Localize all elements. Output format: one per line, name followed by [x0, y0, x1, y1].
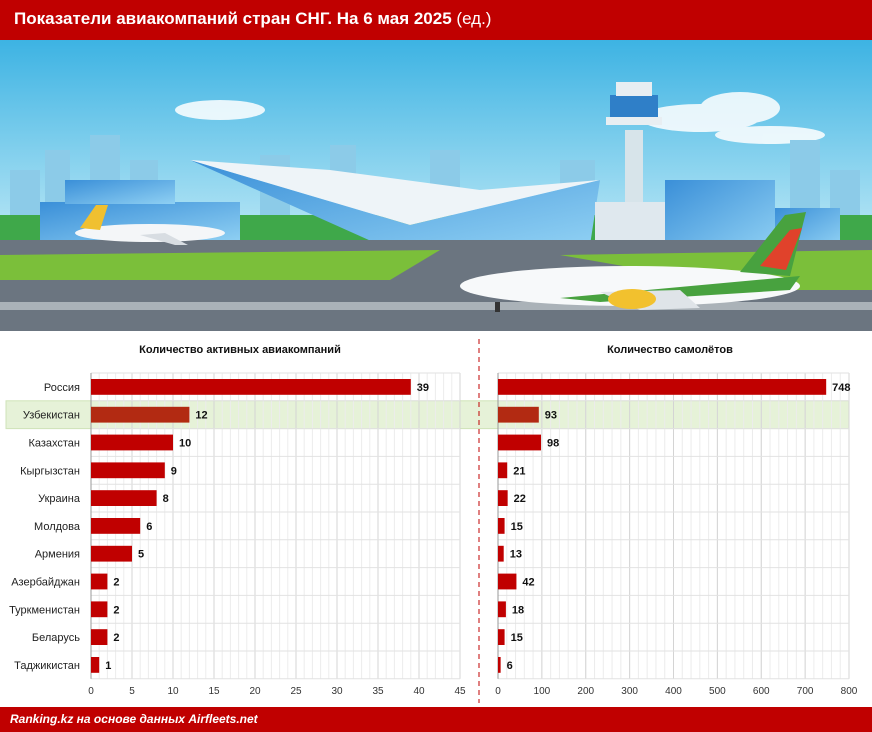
source-note: Ranking.kz на основе данных Airfleets.ne… [10, 712, 258, 726]
tick-label-airlines: 10 [167, 686, 179, 697]
category-label: Туркменистан [9, 604, 80, 616]
bar-airlines [91, 518, 141, 534]
value-label-airlines: 6 [146, 521, 152, 533]
bar-aircraft [498, 573, 517, 590]
title-text: Показатели авиакомпаний стран СНГ. На 6 … [14, 9, 452, 28]
panel-title-aircraft: Количество самолётов [607, 344, 733, 356]
tick-label-airlines: 0 [88, 686, 94, 697]
value-label-airlines: 2 [113, 632, 119, 644]
value-label-aircraft: 22 [514, 493, 526, 505]
bar-aircraft [498, 434, 541, 451]
tick-label-airlines: 30 [331, 686, 343, 697]
tick-label-aircraft: 600 [753, 686, 770, 697]
value-label-aircraft: 42 [522, 577, 534, 589]
bar-aircraft [498, 629, 505, 645]
page-title: Показатели авиакомпаний стран СНГ. На 6 … [14, 9, 491, 29]
bar-aircraft [498, 657, 501, 673]
category-label: Узбекистан [23, 410, 80, 422]
bar-aircraft [498, 601, 506, 618]
tick-label-aircraft: 800 [841, 686, 858, 697]
tick-label-aircraft: 700 [797, 686, 814, 697]
grass-left [0, 250, 440, 280]
value-label-aircraft: 15 [511, 521, 523, 533]
value-label-airlines: 5 [138, 549, 144, 561]
tick-label-aircraft: 500 [709, 686, 726, 697]
category-label: Кыргызстан [20, 465, 80, 477]
bar-airlines [91, 462, 165, 479]
airplane-small [75, 205, 225, 245]
bar-airlines [91, 490, 157, 506]
tick-label-aircraft: 200 [577, 686, 594, 697]
value-label-airlines: 1 [105, 660, 111, 672]
category-label: Молдова [34, 521, 81, 533]
terminal-building [40, 160, 840, 250]
tick-label-airlines: 45 [454, 686, 466, 697]
tick-label-airlines: 5 [129, 686, 135, 697]
category-label: Украина [38, 493, 81, 505]
tick-label-airlines: 15 [208, 686, 220, 697]
title-unit: (ед.) [456, 9, 492, 28]
bar-airlines [91, 545, 132, 562]
category-label: Таджикистан [14, 660, 80, 672]
value-label-aircraft: 18 [512, 604, 524, 616]
value-label-airlines: 10 [179, 438, 191, 450]
value-label-airlines: 9 [171, 465, 177, 477]
value-label-aircraft: 6 [507, 660, 513, 672]
value-label-aircraft: 93 [545, 410, 557, 422]
tick-label-aircraft: 100 [534, 686, 551, 697]
tick-label-aircraft: 400 [665, 686, 682, 697]
bar-airlines [91, 657, 100, 673]
value-label-aircraft: 98 [547, 438, 559, 450]
bar-airlines [91, 434, 173, 451]
header-bar: Показатели авиакомпаний стран СНГ. На 6 … [0, 0, 872, 40]
footer-bar: Ranking.kz на основе данных Airfleets.ne… [0, 707, 872, 732]
value-label-airlines: 39 [417, 382, 429, 394]
value-label-aircraft: 13 [510, 549, 522, 561]
tick-label-airlines: 35 [372, 686, 384, 697]
airport-illustration [0, 40, 872, 331]
airplane-large [460, 212, 806, 312]
tick-label-airlines: 20 [249, 686, 261, 697]
bar-airlines [91, 629, 108, 645]
tick-label-airlines: 40 [413, 686, 425, 697]
bar-airlines [91, 601, 108, 618]
bar-aircraft [498, 490, 508, 506]
tick-label-airlines: 25 [290, 686, 302, 697]
panel-title-airlines: Количество активных авиакомпаний [139, 344, 341, 356]
value-label-airlines: 2 [113, 577, 119, 589]
category-label: Казахстан [28, 438, 80, 450]
value-label-airlines: 8 [163, 493, 169, 505]
bar-aircraft [498, 379, 827, 395]
bar-aircraft [498, 462, 508, 479]
category-label: Армения [35, 549, 80, 561]
bar-airlines [91, 573, 108, 590]
bar-airlines [91, 406, 190, 423]
category-label: Россия [44, 382, 80, 394]
tick-label-aircraft: 300 [621, 686, 638, 697]
bar-airlines [91, 379, 411, 395]
clouds [175, 92, 825, 144]
runway-stripe [0, 302, 872, 310]
value-label-airlines: 2 [113, 604, 119, 616]
tick-label-aircraft: 0 [495, 686, 501, 697]
value-label-aircraft: 21 [513, 465, 525, 477]
value-label-aircraft: 748 [832, 382, 850, 394]
value-label-airlines: 12 [195, 410, 207, 422]
bar-aircraft [498, 518, 505, 534]
bar-aircraft [498, 406, 539, 423]
bar-aircraft [498, 545, 504, 562]
value-label-aircraft: 15 [511, 632, 523, 644]
category-label: Азербайджан [11, 577, 80, 589]
category-label: Беларусь [32, 632, 80, 644]
